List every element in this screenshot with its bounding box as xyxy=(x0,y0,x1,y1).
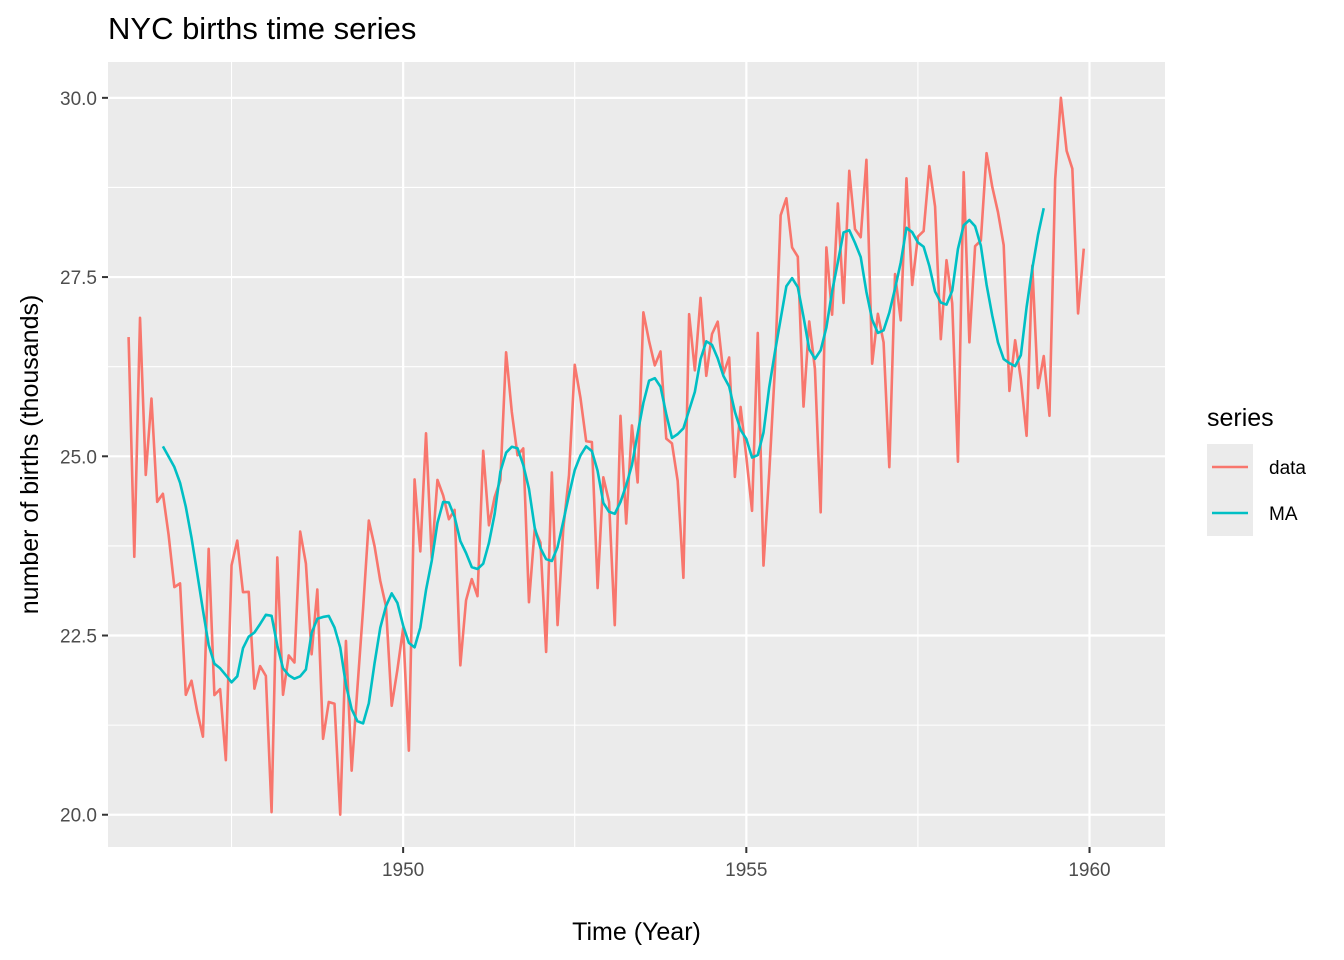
series-line-data xyxy=(127,96,1086,817)
legend-item-data: data xyxy=(1207,444,1306,490)
legend: series data MA xyxy=(1207,404,1306,536)
x-tick-label-1: 1955 xyxy=(725,860,767,881)
x-tick-label-0: 1950 xyxy=(382,860,424,881)
legend-title: series xyxy=(1207,404,1274,432)
legend-label-ma: MA xyxy=(1269,504,1298,525)
x-axis: 1950 1955 1960 xyxy=(382,847,1111,881)
y-tick-label-1: 22.5 xyxy=(60,627,97,648)
y-axis-title: number of births (thousands) xyxy=(16,295,44,615)
y-tick-label-3: 27.5 xyxy=(60,268,97,289)
y-tick-label-0: 20.0 xyxy=(60,806,97,827)
legend-item-ma: MA xyxy=(1207,490,1298,536)
chart-title: NYC births time series xyxy=(108,11,416,46)
y-axis: 20.0 22.5 25.0 27.5 30.0 xyxy=(60,89,108,827)
minor-gridlines xyxy=(108,62,1165,847)
y-tick-label-4: 30.0 xyxy=(60,89,97,110)
series-line-ma xyxy=(161,207,1046,725)
plot-panel xyxy=(108,62,1165,847)
x-tick-label-2: 1960 xyxy=(1068,860,1110,881)
y-tick-label-2: 25.0 xyxy=(60,447,97,468)
x-axis-title: Time (Year) xyxy=(572,918,701,946)
legend-label-data: data xyxy=(1269,458,1306,479)
series-layer xyxy=(127,96,1086,817)
